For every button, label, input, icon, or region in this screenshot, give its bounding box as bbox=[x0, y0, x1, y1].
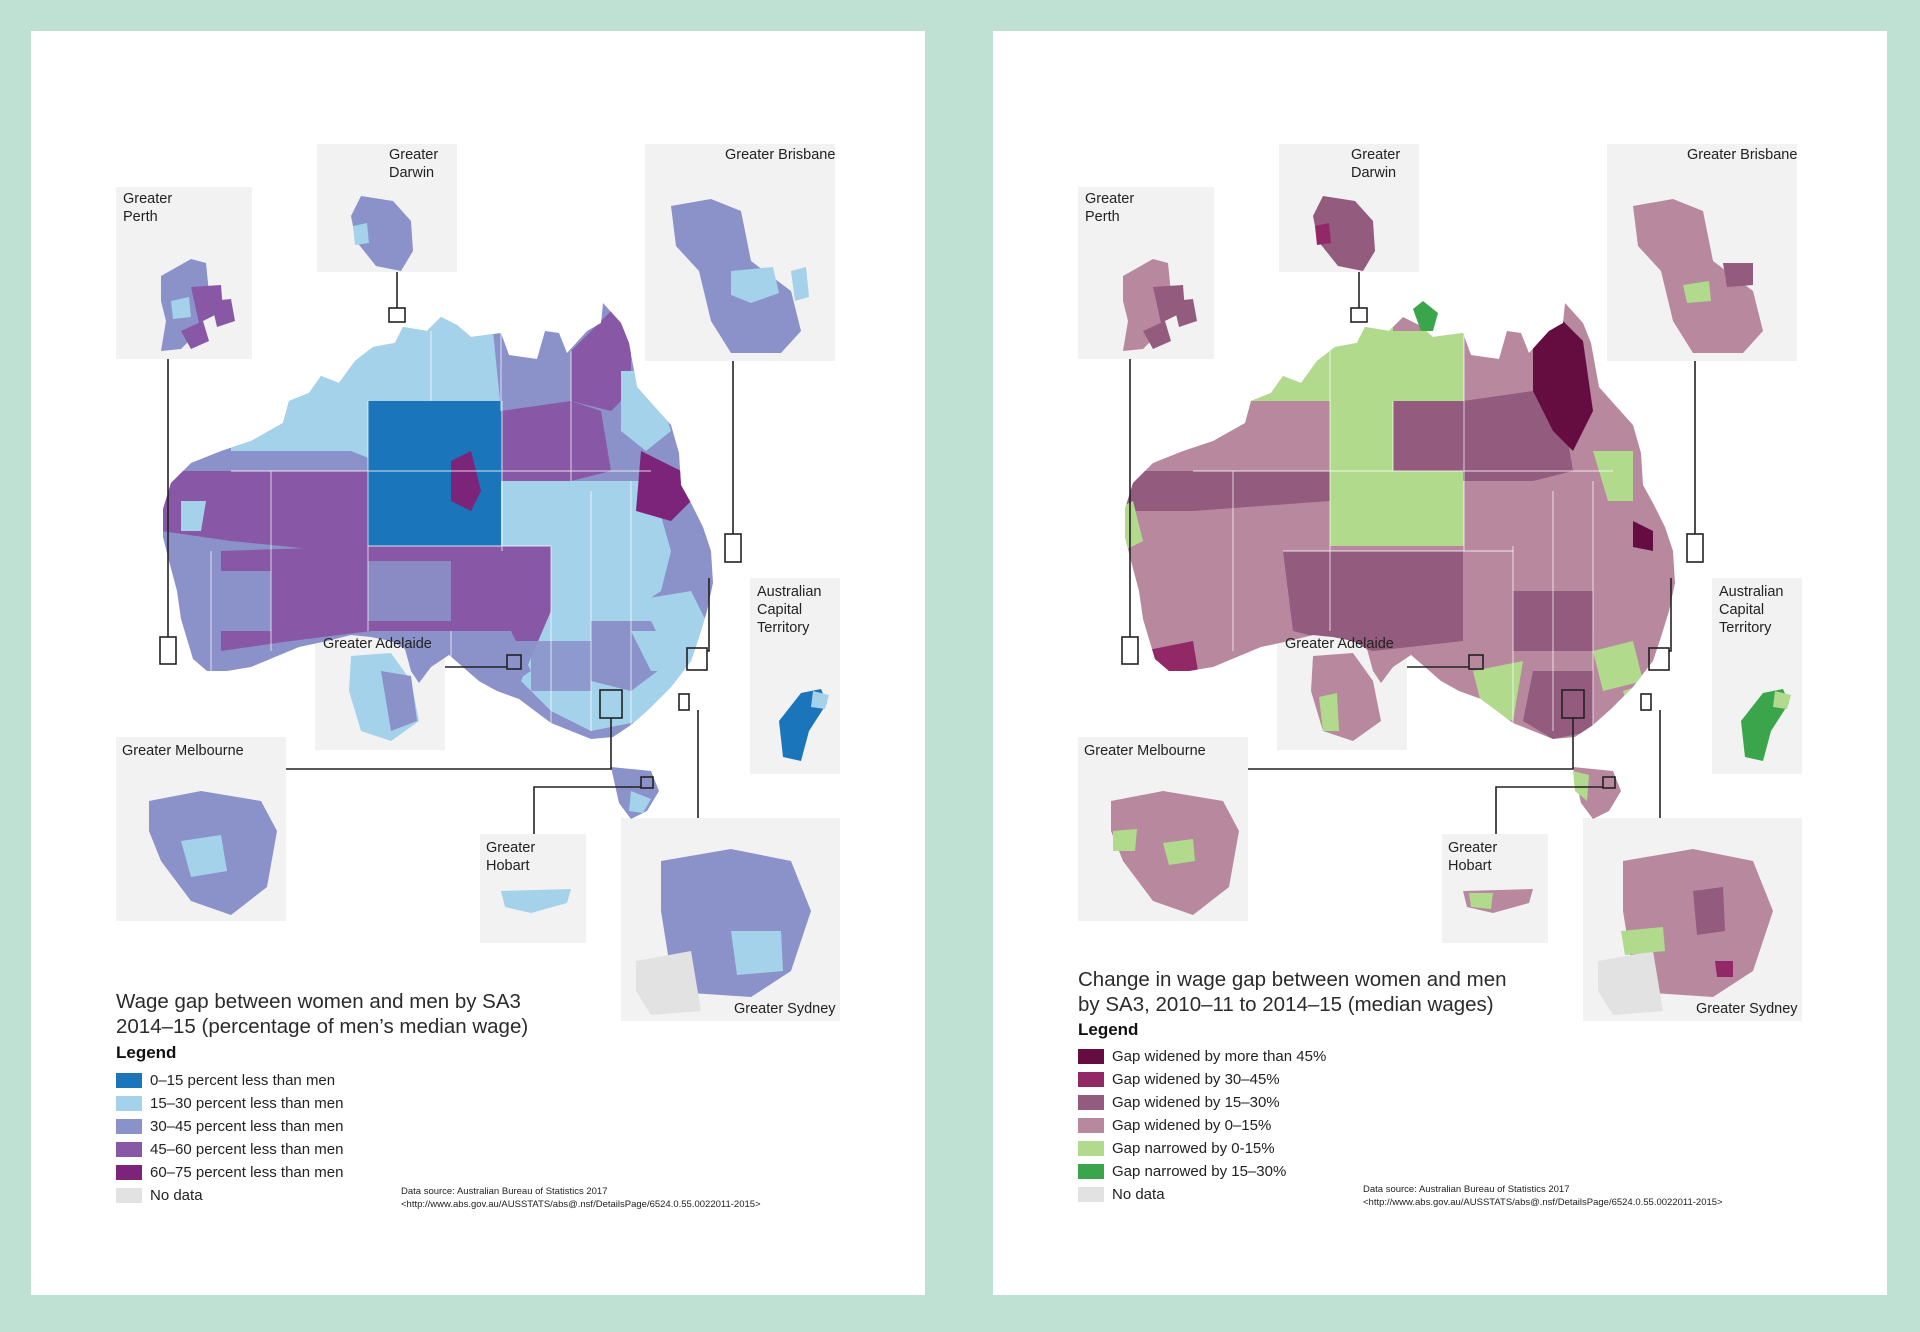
label-hobart: Greater Hobart bbox=[1448, 840, 1497, 874]
brisbane-inset-map bbox=[671, 199, 809, 353]
label-melbourne: Greater Melbourne bbox=[122, 743, 244, 759]
data-source: Data source: Australian Bureau of Statis… bbox=[401, 1186, 761, 1210]
melbourne-inset-map bbox=[149, 791, 277, 915]
data-source: Data source: Australian Bureau of Statis… bbox=[1363, 1184, 1723, 1208]
legend-item: 45–60 percent less than men bbox=[116, 1138, 343, 1161]
legend-item: Gap narrowed by 0-15% bbox=[1078, 1137, 1326, 1160]
darwin-inset-map bbox=[1313, 196, 1375, 271]
perth-inset-map bbox=[161, 259, 235, 351]
legend: 0–15 percent less than men 15–30 percent… bbox=[116, 1069, 343, 1207]
legend-swatch bbox=[1078, 1072, 1104, 1087]
map-title: Wage gap between women and men by SA3 20… bbox=[116, 989, 636, 1039]
legend-swatch bbox=[1078, 1049, 1104, 1064]
legend-heading: Legend bbox=[116, 1043, 177, 1062]
label-perth: Greater Perth bbox=[1085, 191, 1134, 225]
wage-gap-map-panel: Greater Perth Greater Darwin Greater Brisb… bbox=[31, 31, 925, 1295]
darwin-inset-map bbox=[351, 196, 413, 271]
label-hobart: Greater Hobart bbox=[486, 840, 535, 874]
label-brisbane: Greater Brisbane bbox=[1687, 147, 1797, 163]
legend-swatch bbox=[116, 1096, 142, 1111]
label-act: Australian Capital Territory bbox=[757, 584, 821, 636]
legend-swatch bbox=[1078, 1141, 1104, 1156]
legend-swatch bbox=[1078, 1164, 1104, 1179]
map-title: Change in wage gap between women and men… bbox=[1078, 967, 1598, 1017]
legend-heading: Legend bbox=[1078, 1020, 1139, 1039]
hobart-inset-map bbox=[501, 889, 571, 913]
label-perth: Greater Perth bbox=[123, 191, 172, 225]
perth-inset-map bbox=[1123, 259, 1197, 351]
legend-swatch bbox=[116, 1119, 142, 1134]
legend-item: Gap widened by more than 45% bbox=[1078, 1045, 1326, 1068]
legend-swatch bbox=[1078, 1118, 1104, 1133]
australia-wage-gap-change-map: Greater Perth Greater Darwin Greater Brisb… bbox=[1078, 144, 1802, 1021]
sydney-inset-map bbox=[1598, 849, 1773, 1015]
legend-swatch bbox=[1078, 1095, 1104, 1110]
legend-swatch bbox=[1078, 1187, 1104, 1202]
legend-item: 60–75 percent less than men bbox=[116, 1161, 343, 1184]
act-inset-map bbox=[779, 689, 829, 761]
sydney-inset-map bbox=[636, 849, 811, 1015]
legend-item: 15–30 percent less than men bbox=[116, 1092, 343, 1115]
label-adelaide: Greater Adelaide bbox=[1285, 636, 1394, 652]
legend-swatch bbox=[116, 1165, 142, 1180]
brisbane-inset-map bbox=[1633, 199, 1763, 353]
label-sydney: Greater Sydney bbox=[1696, 1001, 1798, 1017]
title-line-1: Change in wage gap between women and men bbox=[1078, 968, 1507, 991]
legend-item: Gap widened by 30–45% bbox=[1078, 1068, 1326, 1091]
legend-swatch bbox=[116, 1073, 142, 1088]
label-darwin: Greater Darwin bbox=[389, 147, 438, 181]
adelaide-inset-map bbox=[349, 653, 419, 741]
adelaide-inset-map bbox=[1311, 653, 1381, 741]
legend-swatch bbox=[116, 1188, 142, 1203]
legend-swatch bbox=[116, 1142, 142, 1157]
label-brisbane: Greater Brisbane bbox=[725, 147, 835, 163]
label-sydney: Greater Sydney bbox=[734, 1001, 836, 1017]
label-adelaide: Greater Adelaide bbox=[323, 636, 432, 652]
legend-item: No data bbox=[1078, 1183, 1326, 1206]
legend: Gap widened by more than 45% Gap widened… bbox=[1078, 1045, 1326, 1206]
label-act: Australian Capital Territory bbox=[1719, 584, 1783, 636]
label-melbourne: Greater Melbourne bbox=[1084, 743, 1206, 759]
legend-item: Gap narrowed by 15–30% bbox=[1078, 1160, 1326, 1183]
wage-gap-change-map-panel: Greater Perth Greater Darwin Greater Brisb… bbox=[993, 31, 1887, 1295]
legend-item: 0–15 percent less than men bbox=[116, 1069, 343, 1092]
legend-item: 30–45 percent less than men bbox=[116, 1115, 343, 1138]
label-darwin: Greater Darwin bbox=[1351, 147, 1400, 181]
title-line-1: Wage gap between women and men by SA3 bbox=[116, 990, 521, 1013]
hobart-inset-map bbox=[1463, 889, 1533, 913]
act-inset-map bbox=[1741, 689, 1791, 761]
title-line-2: 2014–15 (percentage of men’s median wage… bbox=[116, 1015, 529, 1038]
legend-item: Gap widened by 15–30% bbox=[1078, 1091, 1326, 1114]
legend-item: Gap widened by 0–15% bbox=[1078, 1114, 1326, 1137]
legend-item: No data bbox=[116, 1184, 343, 1207]
melbourne-inset-map bbox=[1111, 791, 1239, 915]
inset-hobart bbox=[480, 834, 586, 943]
australia-wage-gap-map: Greater Perth Greater Darwin Greater Brisb… bbox=[116, 144, 840, 1021]
title-line-2: by SA3, 2010–11 to 2014–15 (median wages… bbox=[1078, 993, 1494, 1016]
